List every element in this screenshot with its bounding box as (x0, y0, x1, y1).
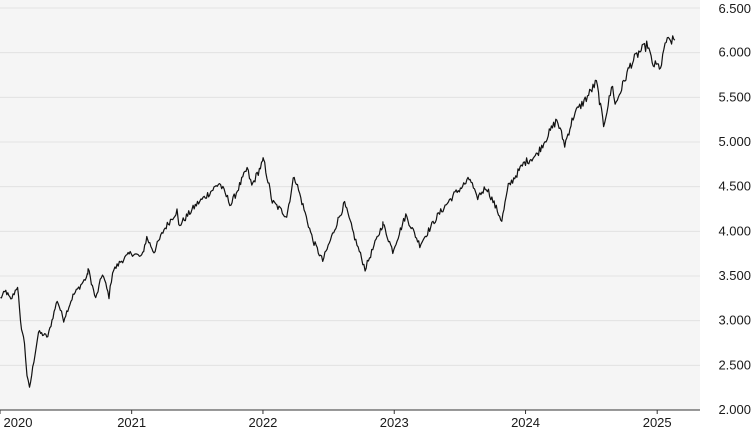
gridlines (0, 7, 700, 366)
y-tick-label: 5.000 (718, 134, 751, 149)
x-tick-label: 2020 (4, 415, 33, 430)
y-tick-label: 2.000 (718, 402, 751, 417)
y-tick-label: 6.500 (718, 1, 751, 16)
x-tick-label: 2024 (511, 415, 540, 430)
y-tick-label: 2.500 (718, 357, 751, 372)
x-tick-label: 2022 (248, 415, 277, 430)
x-tick-label: 2025 (643, 415, 672, 430)
y-tick-label: 5.500 (718, 89, 751, 104)
plot-background (0, 0, 700, 410)
y-tick-label: 4.000 (718, 223, 751, 238)
series-line (0, 35, 676, 388)
y-tick-label: 3.500 (718, 268, 751, 283)
x-tick-label: 2023 (380, 415, 409, 430)
y-tick-label: 6.000 (718, 45, 751, 60)
y-axis: 2.000 2.500 3.000 3.500 4.000 4.500 5.000 5.500… (718, 1, 751, 417)
y-tick-label: 3.000 (718, 313, 751, 328)
y-tick-label: 4.500 (718, 179, 751, 194)
x-axis: 2020 2021 2022 2023 2024 2025 (0, 410, 672, 430)
x-tick-label: 2021 (117, 415, 146, 430)
